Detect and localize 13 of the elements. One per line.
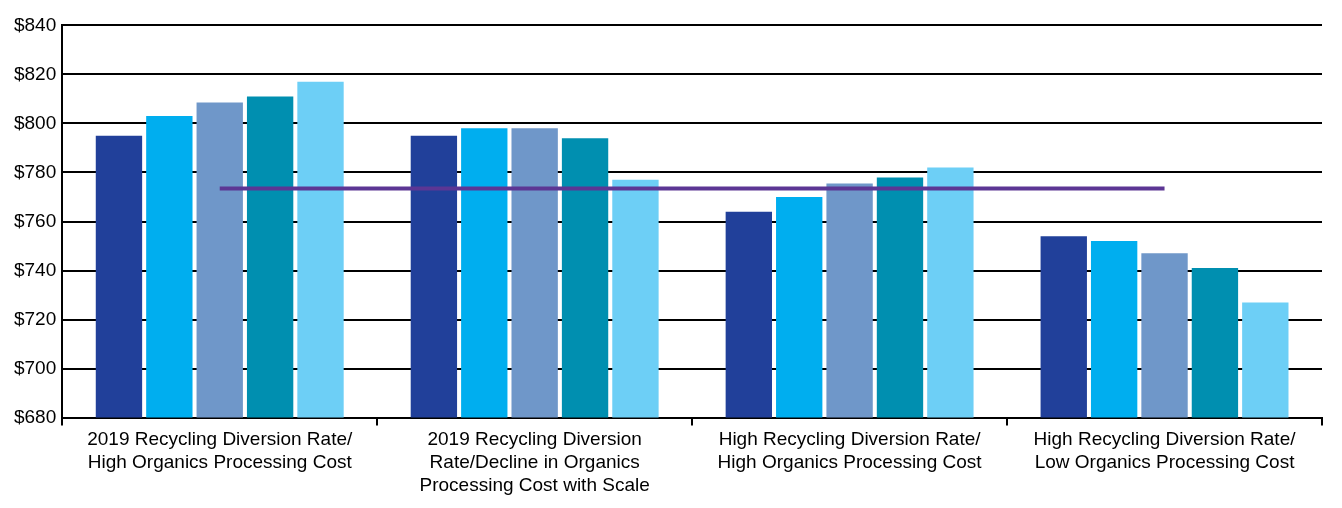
y-tick-label: $780 <box>13 160 57 182</box>
y-tick-label: $700 <box>13 356 57 378</box>
y-tick-label: $840 <box>13 13 57 35</box>
y-tick-label: $680 <box>13 405 57 427</box>
y-tick-label: $820 <box>13 62 57 84</box>
x-tick-label: 2019 Recycling Diversion Rate/ High Organics Processing Cost <box>87 428 353 473</box>
x-tick-label: 2019 Recycling Diversion Rate/Decline in Organics Processing Cost with Scale <box>419 428 650 495</box>
y-tick-label: $800 <box>13 111 57 133</box>
x-tick-label: High Recycling Diversion Rate/ Low Organics Processing Cost <box>1033 428 1297 473</box>
y-tick-label: $740 <box>13 258 57 280</box>
x-tick-label: High Recycling Diversion Rate/ High Organics Processing Cost <box>717 428 983 473</box>
y-tick-label: $760 <box>13 209 57 231</box>
y-tick-label: $720 <box>13 307 57 329</box>
